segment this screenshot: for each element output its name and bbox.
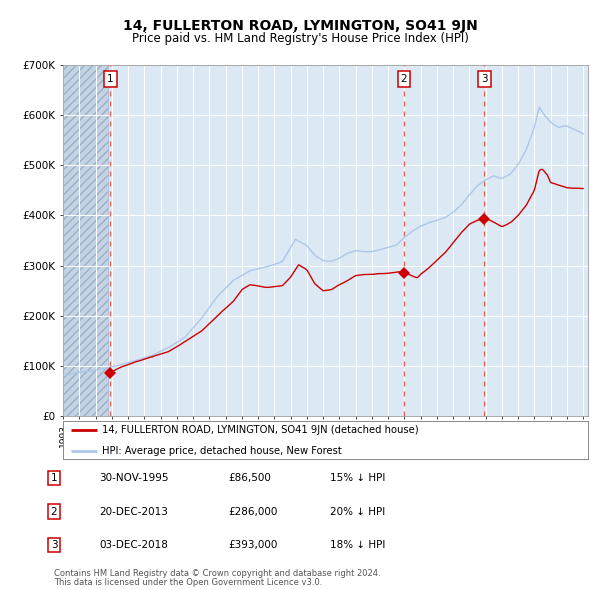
Text: 03-DEC-2018: 03-DEC-2018	[99, 540, 168, 550]
Text: 3: 3	[50, 540, 58, 550]
Text: 3: 3	[481, 74, 488, 84]
Text: 20-DEC-2013: 20-DEC-2013	[99, 507, 168, 516]
Text: Price paid vs. HM Land Registry's House Price Index (HPI): Price paid vs. HM Land Registry's House …	[131, 32, 469, 45]
Text: £86,500: £86,500	[228, 473, 271, 483]
Text: £393,000: £393,000	[228, 540, 277, 550]
Text: 20% ↓ HPI: 20% ↓ HPI	[330, 507, 385, 516]
Text: 1: 1	[50, 473, 58, 483]
Text: 14, FULLERTON ROAD, LYMINGTON, SO41 9JN: 14, FULLERTON ROAD, LYMINGTON, SO41 9JN	[122, 19, 478, 33]
Text: 15% ↓ HPI: 15% ↓ HPI	[330, 473, 385, 483]
Bar	[63, 65, 107, 416]
Text: £286,000: £286,000	[228, 507, 277, 516]
Text: 18% ↓ HPI: 18% ↓ HPI	[330, 540, 385, 550]
Text: 1: 1	[107, 74, 114, 84]
Text: 2: 2	[401, 74, 407, 84]
Text: Contains HM Land Registry data © Crown copyright and database right 2024.: Contains HM Land Registry data © Crown c…	[54, 569, 380, 578]
Text: 2: 2	[50, 507, 58, 516]
Text: This data is licensed under the Open Government Licence v3.0.: This data is licensed under the Open Gov…	[54, 578, 322, 588]
Text: 30-NOV-1995: 30-NOV-1995	[99, 473, 169, 483]
Text: HPI: Average price, detached house, New Forest: HPI: Average price, detached house, New …	[103, 445, 342, 455]
Text: 14, FULLERTON ROAD, LYMINGTON, SO41 9JN (detached house): 14, FULLERTON ROAD, LYMINGTON, SO41 9JN …	[103, 425, 419, 435]
